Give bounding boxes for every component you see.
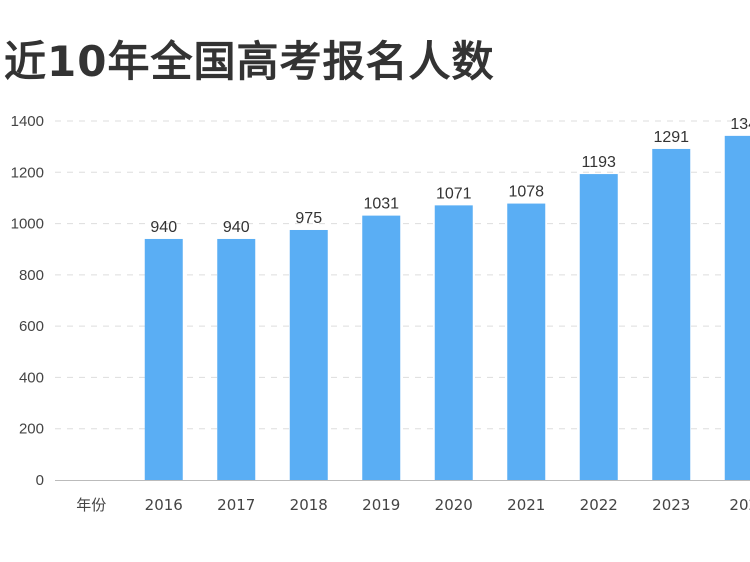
x-tick-label: 202: [729, 496, 750, 514]
labels: 940 2016 940 2017 975 2018 1031 2019 1071 2020 107…: [145, 116, 750, 514]
axes: 0 200 400 600 800 1000 1200 1400 年份: [11, 113, 750, 514]
x-tick-label: 2019: [362, 496, 400, 514]
y-tick-label: 800: [19, 267, 44, 284]
bar: [652, 148, 691, 480]
y-tick-label: 0: [36, 472, 44, 489]
bar: [289, 229, 328, 480]
bar: [507, 203, 546, 480]
x-tick-label: 2016: [145, 496, 183, 514]
bar: [724, 135, 750, 480]
x-tick-label: 2020: [435, 496, 473, 514]
bar: [217, 238, 256, 480]
x-tick-label: 2022: [580, 496, 618, 514]
x-tick-label: 2023: [652, 496, 690, 514]
y-tick-label: 1200: [11, 164, 44, 181]
y-tick-label: 1000: [11, 216, 44, 233]
data-label: 975: [295, 210, 322, 227]
data-label: 940: [150, 219, 177, 236]
bars: [144, 135, 750, 481]
grid-lines: [55, 120, 750, 430]
data-label: 940: [223, 219, 250, 236]
x-axis-title: 年份: [76, 496, 106, 514]
data-label: 1291: [653, 129, 689, 146]
bar: [579, 174, 618, 480]
y-tick-label: 200: [19, 421, 44, 438]
y-tick-label: 600: [19, 318, 44, 335]
data-label: 1078: [508, 184, 544, 201]
data-label: 1031: [363, 196, 399, 213]
x-tick-label: 2018: [290, 496, 328, 514]
x-tick-label: 2021: [507, 496, 545, 514]
data-label: 1193: [582, 154, 617, 171]
y-tick-label: 400: [19, 369, 44, 386]
x-tick-label: 2017: [217, 496, 255, 514]
bar: [434, 205, 473, 481]
bar: [144, 238, 183, 480]
data-label: 134: [730, 116, 750, 133]
chart-title: 近10年全国高考报名人数: [4, 37, 495, 86]
data-label: 1071: [436, 185, 472, 202]
bar: [362, 215, 401, 481]
y-tick-label: 1400: [11, 113, 44, 130]
